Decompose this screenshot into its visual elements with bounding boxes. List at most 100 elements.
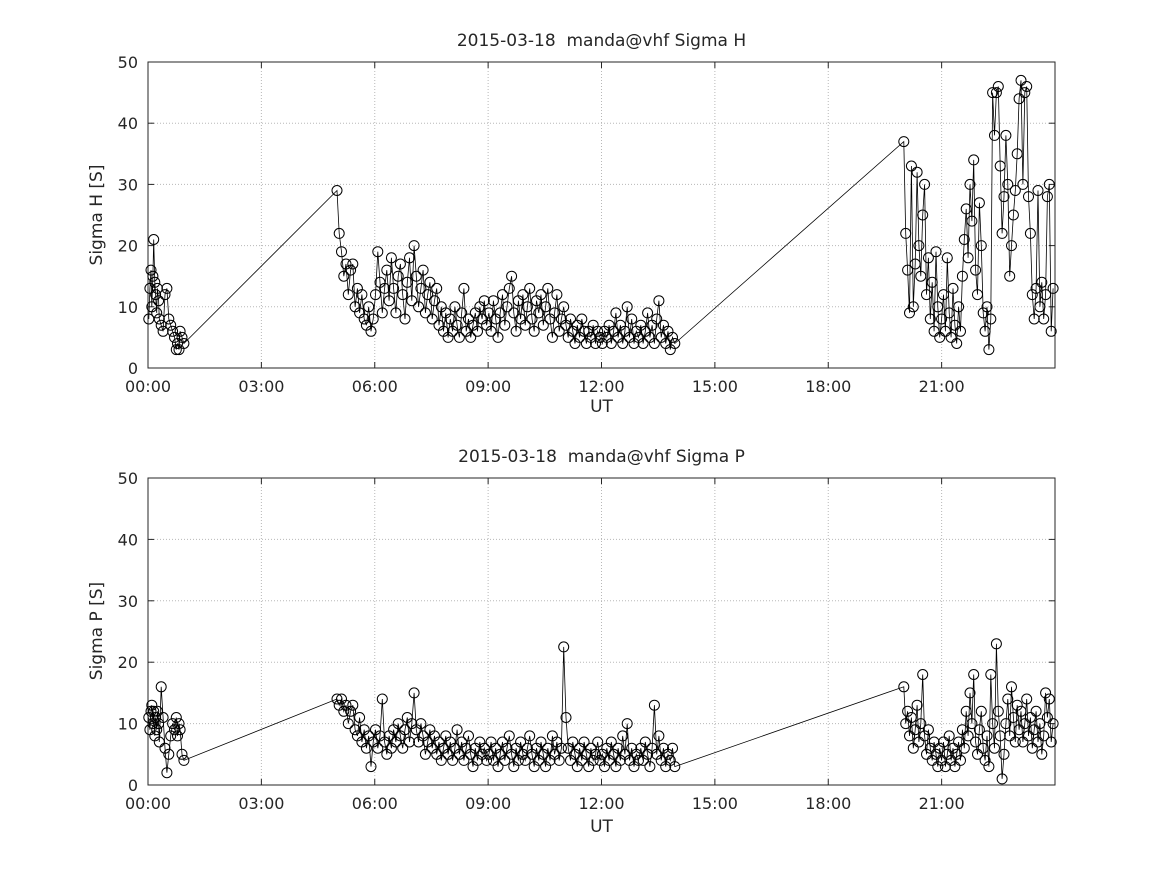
data-point-marker: [150, 712, 162, 723]
y-tick-label: 30: [118, 592, 138, 611]
data-point-marker: [499, 754, 511, 766]
data-point-marker: [151, 307, 163, 319]
data-point-marker: [968, 669, 980, 680]
x-tick-label: 15:00: [692, 794, 738, 813]
data-point-marker: [922, 252, 934, 264]
data-point-marker: [157, 712, 169, 723]
data-point-marker: [938, 736, 949, 748]
data-point-marker: [379, 282, 391, 294]
data-point-marker: [1047, 718, 1059, 730]
data-point-marker: [356, 289, 368, 301]
data-point-marker: [146, 699, 158, 711]
data-point-marker: [964, 178, 976, 190]
data-point-marker: [617, 730, 629, 742]
data-point-marker: [149, 276, 161, 288]
data-point-marker: [472, 325, 483, 337]
data-point-marker: [345, 264, 357, 276]
data-point-marker: [605, 338, 617, 349]
data-point-marker: [938, 289, 949, 301]
data-point-marker: [958, 742, 970, 754]
data-point-marker: [644, 761, 656, 773]
data-point-marker: [150, 289, 162, 301]
data-point-marker: [347, 258, 359, 270]
data-point-marker: [983, 344, 995, 356]
data-point-marker: [943, 307, 955, 319]
data-point-marker: [1040, 687, 1052, 699]
data-point-marker: [642, 307, 654, 319]
data-point-marker: [465, 331, 477, 343]
data-point-marker: [524, 730, 536, 742]
data-point-marker: [510, 325, 522, 337]
data-point-marker: [331, 185, 343, 196]
data-point-marker: [345, 705, 357, 717]
data-point-marker: [900, 227, 912, 239]
data-point-marker: [399, 313, 411, 325]
data-point-marker: [1013, 93, 1025, 105]
x-tick-label: 00:00: [125, 377, 171, 396]
data-point-marker: [987, 718, 999, 730]
data-point-marker: [483, 307, 495, 319]
data-point-marker: [669, 761, 681, 773]
data-point-marker: [919, 178, 931, 190]
data-point-marker: [159, 742, 171, 754]
data-point-marker: [153, 295, 165, 307]
data-point-marker: [383, 295, 395, 307]
data-point-marker: [936, 313, 948, 325]
data-point-marker: [951, 338, 963, 349]
data-point-marker: [478, 295, 490, 307]
data-point-marker: [451, 724, 463, 736]
data-point-marker: [533, 307, 545, 319]
data-point-marker: [419, 748, 431, 760]
data-point-marker: [966, 718, 978, 730]
data-point-marker: [397, 742, 409, 754]
data-point-marker: [653, 730, 665, 742]
data-point-marker: [453, 331, 465, 343]
data-point-marker: [587, 754, 599, 766]
data-point-marker: [365, 325, 377, 337]
data-point-marker: [605, 736, 617, 748]
data-point-marker: [360, 742, 372, 754]
data-point-marker: [917, 209, 929, 221]
data-point-marker: [172, 730, 183, 742]
data-point-marker: [951, 748, 963, 760]
data-point-marker: [363, 301, 375, 313]
data-point-marker: [1026, 742, 1038, 754]
data-point-marker: [535, 289, 547, 301]
data-point-marker: [167, 325, 179, 337]
data-point-marker: [429, 295, 440, 307]
data-point-marker: [170, 344, 182, 356]
data-point-marker: [962, 730, 974, 742]
y-tick-label: 50: [118, 53, 138, 72]
data-point-marker: [898, 681, 910, 693]
data-point-marker: [907, 301, 919, 313]
data-point-marker: [342, 289, 354, 301]
data-point-marker: [542, 742, 554, 754]
data-point-marker: [1011, 699, 1023, 711]
data-point-marker: [431, 282, 443, 294]
data-point-marker: [990, 638, 1002, 650]
data-point-marker: [404, 736, 415, 748]
data-point-marker: [990, 87, 1002, 99]
data-point-marker: [947, 742, 959, 754]
sigma-h-ylabel: Sigma H [S]: [87, 164, 107, 266]
data-point-marker: [975, 705, 987, 717]
data-point-marker: [1009, 736, 1021, 748]
data-point-marker: [1028, 724, 1040, 736]
data-point-marker: [553, 325, 565, 337]
data-point-marker: [349, 724, 361, 736]
data-point-marker: [372, 742, 384, 754]
data-point-marker: [549, 307, 561, 319]
data-point-marker: [390, 307, 402, 319]
data-point-marker: [178, 338, 190, 349]
data-point-marker: [358, 313, 370, 325]
data-point-marker: [367, 313, 379, 325]
x-tick-label: 12:00: [578, 794, 624, 813]
data-point-marker: [408, 687, 420, 699]
data-point-marker: [621, 718, 633, 730]
x-tick-label: 15:00: [692, 377, 738, 396]
data-point-marker: [1023, 191, 1034, 203]
data-point-marker: [503, 730, 515, 742]
data-point-marker: [994, 160, 1006, 172]
data-point-marker: [960, 203, 972, 215]
